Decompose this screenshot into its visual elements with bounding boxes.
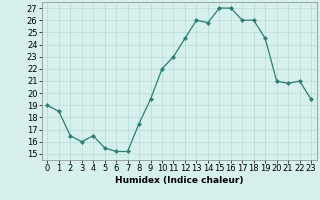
X-axis label: Humidex (Indice chaleur): Humidex (Indice chaleur) — [115, 176, 244, 185]
